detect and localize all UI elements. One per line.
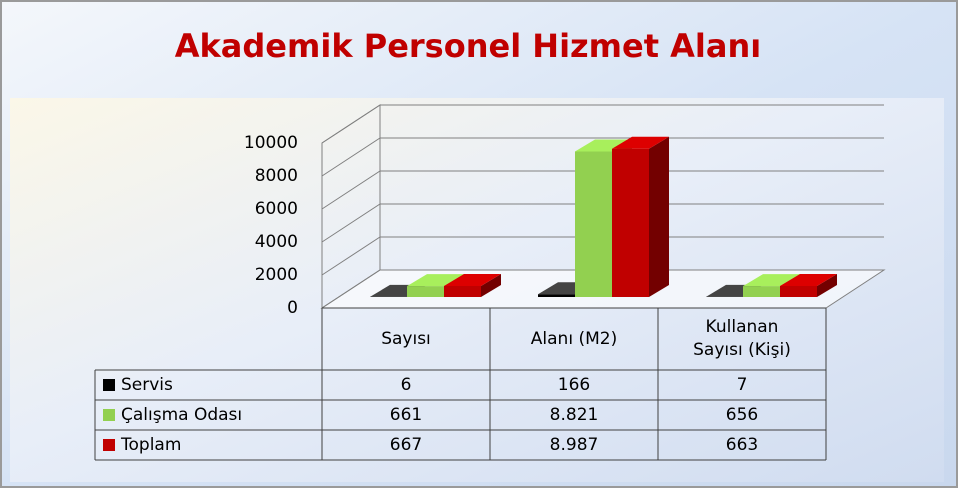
bar-face: [575, 151, 612, 297]
data-label: 667: [390, 435, 422, 455]
bar-face: [444, 285, 481, 297]
y-tick-label: 6000: [255, 199, 298, 219]
bar-face: [444, 273, 501, 286]
y-tick-label: 2000: [255, 265, 298, 285]
data-label: 7: [737, 375, 748, 395]
legend-label: Çalışma Odası: [121, 405, 242, 425]
x-tick-label: Kullanan Sayısı (Kişi): [693, 317, 791, 360]
bar-face: [743, 274, 800, 287]
data-label: 166: [558, 375, 590, 395]
x-tick-label: Alanı (M2): [530, 328, 618, 349]
bar-face: [743, 286, 780, 297]
bar: [444, 273, 501, 297]
data-label: 8.987: [550, 435, 599, 455]
x-tick-label-box: Sayısı: [381, 328, 431, 349]
bar-face: [407, 286, 444, 297]
bar-face: [649, 136, 669, 297]
x-tick-label: Sayısı: [381, 328, 431, 349]
x-tick-label-box: Kullanan Sayısı (Kişi): [693, 317, 791, 360]
x-tick-label-box: Alanı (M2): [530, 328, 618, 349]
y-tick-label: 0: [287, 298, 298, 318]
data-label: 6: [401, 375, 412, 395]
bar-face: [780, 286, 817, 297]
chart-title: Akademik Personel Hizmet Alanı: [175, 27, 761, 65]
grid-line: [321, 137, 884, 177]
legend-key: [103, 439, 115, 451]
bar: [780, 274, 837, 297]
y-tick-label: 10000: [244, 133, 298, 153]
grid-line: [321, 203, 884, 243]
bar-face: [817, 274, 837, 297]
y-tick-label: 4000: [255, 232, 298, 252]
grid-line: [321, 170, 884, 210]
legend-key: [103, 409, 115, 421]
bar: [612, 136, 669, 297]
bar-face: [612, 136, 669, 149]
legend-label: Servis: [121, 375, 173, 395]
bar-face: [612, 148, 649, 297]
legend-key: [103, 379, 115, 391]
y-tick-label: 8000: [255, 166, 298, 186]
grid-line: [321, 236, 884, 276]
data-label: 8.821: [550, 405, 599, 425]
legend-label: Toplam: [120, 435, 181, 455]
bar-face: [780, 274, 837, 287]
bar-face: [481, 273, 501, 297]
data-label: 661: [390, 405, 422, 425]
data-label: 656: [726, 405, 758, 425]
bar-face: [575, 139, 632, 152]
bar-face: [407, 274, 464, 287]
grid-line: [321, 104, 884, 144]
data-label: 663: [726, 435, 758, 455]
bar-face: [538, 294, 575, 297]
grid-line: [321, 269, 884, 309]
